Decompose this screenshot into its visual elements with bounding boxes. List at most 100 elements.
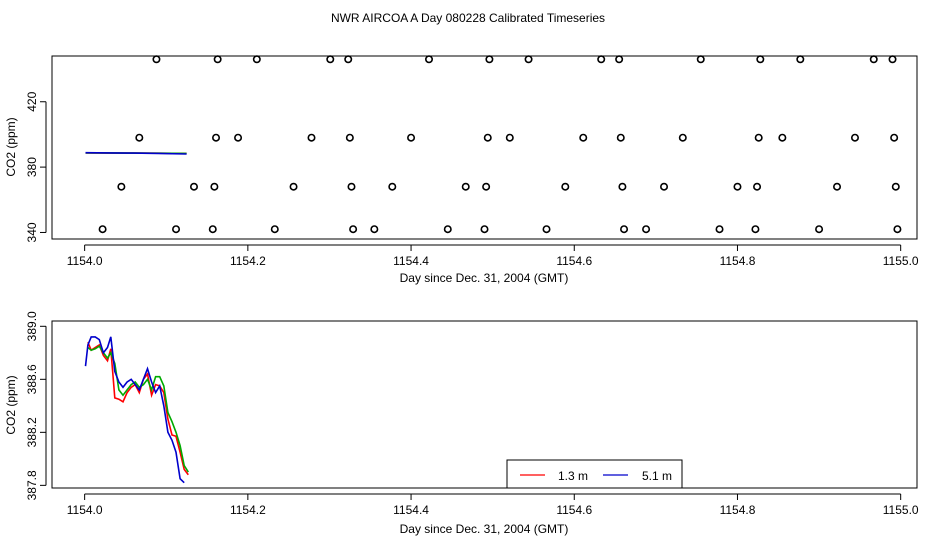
y-tick-label: 389.0 bbox=[25, 311, 39, 341]
data-point bbox=[347, 182, 356, 191]
data-point bbox=[345, 133, 354, 142]
data-point bbox=[754, 133, 763, 142]
x-tick-label: 1155.0 bbox=[883, 503, 919, 517]
upper-y-axis: 340 380 420 bbox=[25, 91, 47, 242]
data-point bbox=[98, 225, 107, 234]
upper-x-axis-label: Day since Dec. 31, 2004 (GMT) bbox=[400, 271, 569, 285]
data-point bbox=[542, 225, 551, 234]
y-tick-label: 380 bbox=[25, 157, 39, 177]
data-point bbox=[524, 55, 533, 64]
data-point bbox=[796, 55, 805, 64]
lower-panel: 1154.0 1154.2 1154.4 1154.6 1154.8 1155.0 387… bbox=[4, 311, 919, 536]
series-line bbox=[84, 336, 185, 484]
upper-plot-frame bbox=[51, 55, 918, 240]
data-point bbox=[425, 55, 434, 64]
x-tick-label: 1154.0 bbox=[67, 254, 103, 268]
y-tick-label: 340 bbox=[25, 222, 39, 242]
data-point bbox=[615, 55, 624, 64]
data-point bbox=[270, 225, 279, 234]
data-point bbox=[483, 133, 492, 142]
x-tick-label: 1155.0 bbox=[883, 254, 919, 268]
data-point bbox=[407, 133, 416, 142]
data-point bbox=[152, 55, 161, 64]
data-point bbox=[172, 225, 181, 234]
x-tick-label: 1154.4 bbox=[393, 503, 429, 517]
y-tick-label: 388.2 bbox=[25, 417, 39, 447]
upper-point-markers bbox=[98, 55, 902, 234]
data-point bbox=[618, 182, 627, 191]
upper-x-axis: 1154.0 1154.2 1154.4 1154.6 1154.8 1155.0 bbox=[67, 244, 919, 268]
data-point bbox=[753, 182, 762, 191]
data-point bbox=[210, 182, 219, 191]
data-point bbox=[833, 182, 842, 191]
data-point bbox=[561, 182, 570, 191]
data-point bbox=[678, 133, 687, 142]
data-point bbox=[135, 133, 144, 142]
lower-series-lines bbox=[84, 336, 189, 484]
data-point bbox=[850, 133, 859, 142]
data-point bbox=[117, 182, 126, 191]
x-tick-label: 1154.2 bbox=[230, 254, 266, 268]
data-point bbox=[888, 55, 897, 64]
data-point bbox=[388, 182, 397, 191]
data-point bbox=[252, 55, 261, 64]
upper-series-lines bbox=[85, 151, 187, 155]
x-tick-label: 1154.6 bbox=[556, 254, 592, 268]
x-tick-label: 1154.4 bbox=[393, 254, 429, 268]
lower-plot-frame bbox=[51, 320, 918, 489]
lower-x-axis-label: Day since Dec. 31, 2004 (GMT) bbox=[400, 522, 569, 536]
y-tick-label: 387.8 bbox=[25, 470, 39, 500]
lower-y-axis-label: CO2 (ppm) bbox=[4, 375, 18, 434]
lower-x-axis: 1154.0 1154.2 1154.4 1154.6 1154.8 1155.0 bbox=[67, 493, 919, 517]
data-point bbox=[443, 225, 452, 234]
data-point bbox=[213, 55, 222, 64]
chart-title: NWR AIRCOA A Day 080228 Calibrated Times… bbox=[331, 11, 605, 25]
data-point bbox=[189, 182, 198, 191]
data-point bbox=[461, 182, 470, 191]
legend: 1.3 m 5.1 m bbox=[506, 459, 683, 489]
data-point bbox=[482, 182, 491, 191]
data-point bbox=[370, 225, 379, 234]
data-point bbox=[620, 225, 629, 234]
x-tick-label: 1154.8 bbox=[720, 254, 756, 268]
data-point bbox=[344, 55, 353, 64]
data-point bbox=[660, 182, 669, 191]
y-tick-label: 420 bbox=[25, 91, 39, 111]
data-point bbox=[505, 133, 514, 142]
x-tick-label: 1154.0 bbox=[67, 503, 103, 517]
series-line bbox=[87, 345, 189, 473]
data-point bbox=[733, 182, 742, 191]
data-point bbox=[326, 55, 335, 64]
data-point bbox=[778, 133, 787, 142]
series-line bbox=[85, 151, 187, 155]
y-tick-label: 388.6 bbox=[25, 364, 39, 394]
data-point bbox=[349, 225, 358, 234]
data-point bbox=[642, 225, 651, 234]
data-point bbox=[307, 133, 316, 142]
upper-y-axis-label: CO2 (ppm) bbox=[4, 117, 18, 176]
data-point bbox=[597, 55, 606, 64]
data-point bbox=[815, 225, 824, 234]
data-point bbox=[485, 55, 494, 64]
data-point bbox=[579, 133, 588, 142]
x-tick-label: 1154.6 bbox=[556, 503, 592, 517]
data-point bbox=[751, 225, 760, 234]
legend-label-1-3m: 1.3 m bbox=[558, 469, 588, 483]
lower-y-axis: 387.8 388.2 388.6 389.0 bbox=[25, 311, 47, 500]
data-point bbox=[890, 133, 899, 142]
data-point bbox=[696, 55, 705, 64]
data-point bbox=[756, 55, 765, 64]
x-tick-label: 1154.8 bbox=[720, 503, 756, 517]
legend-label-5-1m: 5.1 m bbox=[642, 469, 672, 483]
data-point bbox=[869, 55, 878, 64]
data-point bbox=[212, 133, 221, 142]
data-point bbox=[891, 182, 900, 191]
data-point bbox=[289, 182, 298, 191]
data-point bbox=[616, 133, 625, 142]
legend-box bbox=[506, 459, 683, 489]
data-point bbox=[480, 225, 489, 234]
x-tick-label: 1154.2 bbox=[230, 503, 266, 517]
data-point bbox=[893, 225, 902, 234]
data-point bbox=[208, 225, 217, 234]
